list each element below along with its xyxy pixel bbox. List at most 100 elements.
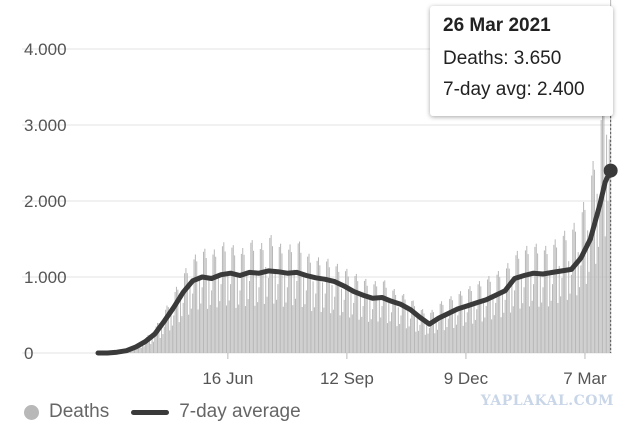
deaths-bar	[465, 322, 467, 353]
deaths-bar	[317, 257, 319, 353]
deaths-bar	[163, 326, 165, 353]
x-tick-label: 7 Mar	[563, 369, 607, 388]
y-axis-labels: 0 1.000 2.000 3.000 4.000	[24, 40, 67, 363]
deaths-bar	[588, 271, 590, 353]
deaths-bar	[446, 327, 448, 353]
deaths-bar	[499, 277, 501, 353]
deaths-bar	[453, 328, 455, 353]
deaths-bar	[459, 291, 462, 353]
deaths-bar	[263, 303, 265, 353]
deaths-bar	[537, 253, 539, 353]
deaths-bar	[481, 321, 483, 353]
deaths-bar	[262, 250, 264, 353]
deaths-bar	[239, 290, 241, 353]
deaths-bar	[221, 246, 223, 353]
deaths-bar	[458, 294, 460, 353]
deaths-bar	[192, 293, 194, 353]
deaths-bar	[389, 321, 391, 353]
deaths-bar	[443, 330, 445, 353]
deaths-bar	[351, 314, 353, 353]
deaths-bar	[181, 316, 183, 353]
deaths-bar	[267, 277, 269, 353]
deaths-bar	[573, 222, 575, 353]
chart-legend: Deaths 7-day average	[24, 398, 301, 426]
deaths-bar	[274, 269, 276, 353]
deaths-bar	[583, 201, 585, 353]
deaths-bar	[422, 309, 424, 353]
x-axis-labels: 16 Jun 12 Sep 9 Dec 7 Mar	[202, 353, 607, 388]
deaths-bar	[188, 314, 190, 353]
deaths-bar	[281, 253, 283, 353]
deaths-bar	[200, 303, 202, 353]
deaths-bar	[497, 271, 499, 353]
deaths-bar	[400, 315, 402, 353]
deaths-bar	[558, 265, 560, 353]
deaths-bar	[165, 309, 167, 353]
deaths-bar	[238, 304, 240, 353]
deaths-bar	[426, 322, 428, 353]
deaths-bar	[396, 326, 398, 353]
deaths-bar	[584, 209, 586, 353]
deaths-bar	[251, 240, 253, 353]
deaths-bar	[343, 299, 345, 353]
deaths-bar	[242, 248, 244, 353]
deaths-bar	[278, 246, 280, 353]
legend-item-average[interactable]: 7-day average	[131, 401, 301, 423]
legend-item-deaths[interactable]: Deaths	[24, 401, 109, 423]
deaths-bar	[503, 312, 505, 353]
deaths-bar	[230, 284, 232, 353]
deaths-bar	[554, 239, 556, 353]
deaths-bar	[284, 273, 286, 353]
deaths-bar	[167, 307, 169, 353]
deaths-bar	[378, 298, 380, 353]
deaths-bar	[424, 334, 426, 353]
x-tick-label: 9 Dec	[444, 369, 489, 388]
deaths-bar	[579, 287, 581, 353]
deaths-bar	[553, 244, 555, 353]
deaths-bar	[432, 312, 434, 353]
deaths-bar	[311, 311, 313, 353]
deaths-bar	[186, 273, 188, 353]
deaths-bar	[549, 272, 551, 353]
deaths-bar	[350, 292, 352, 353]
deaths-bar	[591, 175, 593, 353]
deaths-bar	[253, 250, 255, 353]
deaths-bar	[248, 281, 251, 353]
deaths-bar	[285, 302, 287, 353]
deaths-bar	[599, 209, 601, 353]
deaths-bar	[189, 285, 191, 353]
deaths-bar	[254, 305, 256, 353]
deaths-bar	[523, 287, 525, 353]
deaths-bar	[171, 325, 173, 353]
deaths-bar	[196, 261, 198, 353]
watermark-logo: YAPLAKAL.COM	[480, 393, 614, 409]
deaths-bar	[514, 290, 516, 353]
deaths-bar	[209, 304, 211, 353]
deaths-bar	[261, 242, 263, 353]
deaths-bar	[508, 268, 510, 353]
deaths-bar	[216, 307, 218, 353]
deaths-bar	[437, 329, 439, 353]
deaths-bar	[493, 315, 495, 353]
deaths-bar	[512, 306, 514, 353]
deaths-bar	[342, 312, 344, 353]
deaths-bar	[270, 235, 272, 353]
deaths-bar	[492, 294, 494, 353]
deaths-bar	[606, 134, 608, 353]
deaths-bar	[299, 241, 301, 353]
deaths-bar	[150, 344, 152, 353]
deaths-bar	[155, 326, 157, 353]
deaths-bar	[600, 120, 602, 353]
y-tick-label: 3.000	[24, 116, 67, 135]
deaths-bar	[265, 267, 267, 353]
deaths-bar	[346, 268, 348, 353]
deaths-bar	[574, 231, 576, 353]
deaths-bar	[504, 299, 506, 353]
deaths-bar	[581, 212, 583, 353]
deaths-bar	[358, 319, 360, 353]
deaths-bar	[518, 258, 520, 353]
deaths-bar	[538, 306, 540, 353]
deaths-bar	[449, 298, 451, 353]
deaths-bar	[482, 298, 485, 353]
deaths-bar	[294, 298, 296, 353]
